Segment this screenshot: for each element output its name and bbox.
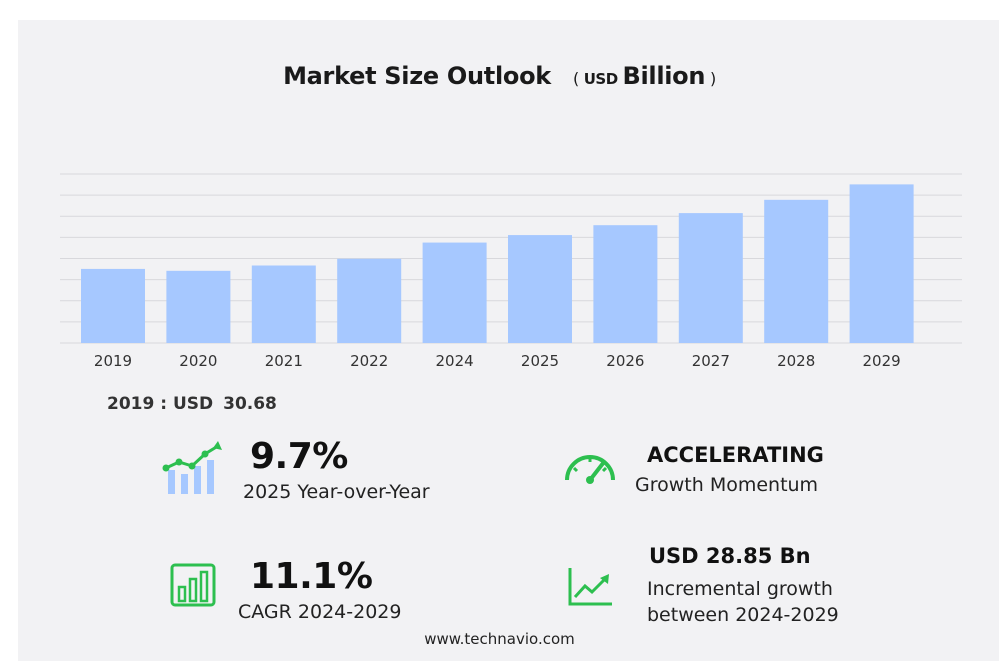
unit-open-paren: ( bbox=[573, 69, 579, 88]
trend-line-icon bbox=[568, 568, 612, 606]
base-value-number: 30.68 bbox=[223, 394, 277, 414]
bar-chart: 2019 2020 2021 2022 2024 2025 2026 2027 2028 2029 bbox=[60, 173, 962, 370]
source-url: www.technavio.com bbox=[424, 630, 575, 648]
growth-bars-icon bbox=[162, 441, 222, 494]
bar-2025 bbox=[508, 235, 572, 343]
incremental-value: USD 28.85 Bn bbox=[649, 544, 811, 568]
bar-2020 bbox=[166, 270, 231, 343]
base-value: 2019 : USD 30.68 bbox=[107, 394, 277, 414]
bar-2029 bbox=[849, 184, 914, 343]
x-tick-label: 2020 bbox=[179, 352, 217, 370]
unit-close-paren: ) bbox=[709, 69, 716, 88]
x-tick-label: 2028 bbox=[777, 352, 815, 370]
bar-2024 bbox=[422, 242, 487, 343]
x-tick-label: 2029 bbox=[863, 352, 901, 370]
bar-2019 bbox=[81, 268, 145, 343]
chart-title: Market Size Outlook ( USD Billion ) bbox=[0, 62, 999, 90]
yoy-value: 9.7% bbox=[250, 436, 348, 477]
bar-2022 bbox=[337, 258, 402, 343]
x-tick-label: 2021 bbox=[265, 352, 303, 370]
momentum-value: ACCELERATING bbox=[647, 443, 824, 467]
bar-2026 bbox=[593, 225, 658, 343]
base-value-label: 2019 : USD bbox=[107, 394, 214, 414]
momentum-label: Growth Momentum bbox=[635, 474, 819, 496]
yoy-label: 2025 Year-over-Year bbox=[243, 481, 430, 503]
speedometer-icon bbox=[565, 455, 615, 484]
bar-2021 bbox=[251, 265, 316, 343]
cagr-value: 11.1% bbox=[250, 556, 373, 597]
x-tick-label: 2022 bbox=[350, 352, 388, 370]
x-tick-label: 2025 bbox=[521, 352, 559, 370]
chart-unit: ( USD Billion ) bbox=[573, 62, 716, 90]
bar-2027 bbox=[678, 213, 743, 343]
unit-currency: USD bbox=[583, 70, 618, 88]
bar-2028 bbox=[764, 199, 829, 343]
incremental-label-line1: Incremental growth bbox=[647, 578, 833, 600]
x-tick-label: 2024 bbox=[436, 352, 474, 370]
unit-scale: Billion bbox=[622, 62, 706, 90]
chart-title-text: Market Size Outlook bbox=[283, 62, 551, 90]
x-tick-label: 2019 bbox=[94, 352, 132, 370]
x-tick-label: 2027 bbox=[692, 352, 730, 370]
cagr-label: CAGR 2024-2029 bbox=[238, 601, 402, 623]
incremental-label-line2: between 2024-2029 bbox=[647, 604, 839, 626]
x-tick-label: 2026 bbox=[606, 352, 644, 370]
bar-chart-icon bbox=[170, 563, 216, 607]
